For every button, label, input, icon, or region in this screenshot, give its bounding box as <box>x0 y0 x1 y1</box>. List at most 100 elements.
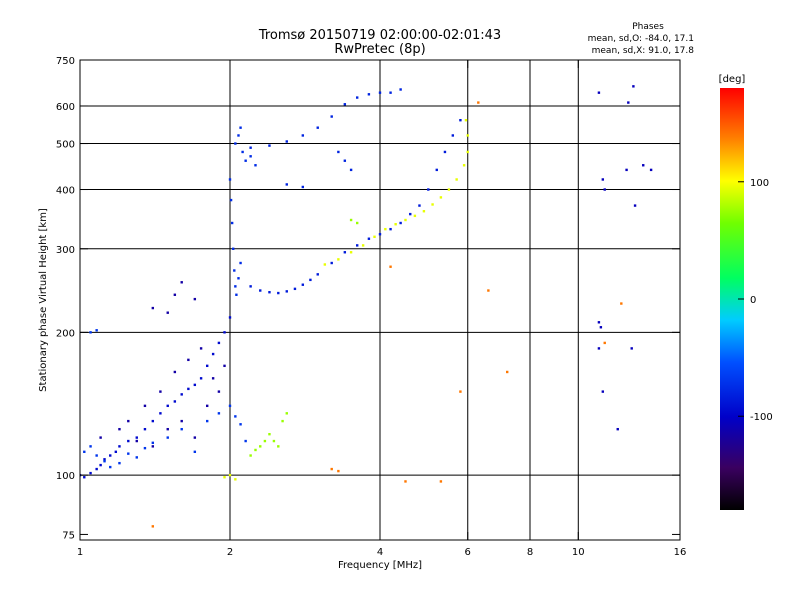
data-point <box>234 142 237 145</box>
data-point <box>361 244 365 247</box>
data-point <box>233 269 236 272</box>
data-point <box>180 419 183 423</box>
colorbar: [deg] 100 0 -100 <box>719 74 773 510</box>
data-point <box>603 341 606 345</box>
phases-o-stats: mean, sd,O: -84.0, 17.1 <box>588 34 694 44</box>
data-point <box>466 134 469 137</box>
data-point <box>223 364 226 368</box>
colorbar-ticks: 100 0 -100 <box>738 178 773 423</box>
data-point <box>89 445 92 448</box>
y-tick-label: 500 <box>56 140 75 151</box>
data-point <box>151 525 155 528</box>
x-tick-label: 16 <box>674 547 687 558</box>
data-point <box>627 101 630 104</box>
data-point <box>135 456 138 459</box>
data-point <box>151 419 155 423</box>
data-point <box>649 168 653 172</box>
data-point <box>632 85 635 88</box>
data-point <box>349 168 353 172</box>
data-point <box>180 281 183 284</box>
data-point <box>439 196 443 199</box>
data-point <box>95 454 98 457</box>
colorbar-label: [deg] <box>719 74 746 85</box>
data-point <box>293 287 297 291</box>
data-point <box>230 221 234 225</box>
data-point <box>205 419 209 423</box>
data-point <box>443 150 447 154</box>
data-point <box>135 439 138 443</box>
data-point <box>114 450 118 454</box>
data-point <box>103 458 106 461</box>
data-point <box>464 118 468 122</box>
data-point <box>217 390 221 393</box>
data-point <box>151 306 155 310</box>
colorbar-tick-label: 100 <box>750 178 769 189</box>
data-point <box>373 235 376 238</box>
data-point <box>337 150 340 154</box>
data-point <box>343 159 347 162</box>
data-point <box>254 164 257 167</box>
data-point <box>89 331 92 334</box>
data-point <box>127 419 130 423</box>
chart-subtitle: RwPretec (8p) <box>334 42 425 57</box>
data-point <box>459 118 462 122</box>
data-point <box>330 467 333 471</box>
data-point <box>413 214 417 218</box>
data-point <box>389 91 392 94</box>
data-point <box>394 223 397 226</box>
data-point <box>235 293 238 296</box>
data-point <box>229 198 233 202</box>
data-point <box>159 412 162 415</box>
data-point <box>455 178 458 181</box>
data-point <box>228 404 232 408</box>
data-point <box>459 390 462 393</box>
colorbar-tick-label: 0 <box>750 295 756 306</box>
data-point <box>228 473 232 477</box>
data-point <box>228 178 232 181</box>
data-point <box>193 383 197 387</box>
x-tick-label: 8 <box>527 547 533 558</box>
data-point <box>263 439 267 443</box>
data-point <box>285 140 288 143</box>
y-tick-label: 75 <box>62 530 75 541</box>
data-point <box>166 404 169 408</box>
data-point <box>389 265 392 268</box>
data-point <box>616 427 619 431</box>
data-point <box>151 445 155 448</box>
data-point <box>234 478 237 481</box>
data-point <box>83 476 86 479</box>
data-point <box>355 244 359 247</box>
data-point <box>232 247 235 250</box>
data-point <box>217 412 221 415</box>
data-point <box>409 212 412 216</box>
axis-ticks: 1 2 4 6 8 10 16 75 100 200 300 400 500 600 750 <box>56 56 686 558</box>
data-point <box>597 321 601 324</box>
data-point <box>239 423 242 426</box>
data-point <box>228 316 232 319</box>
data-point <box>193 450 197 454</box>
data-point <box>466 150 469 154</box>
data-point <box>193 436 197 439</box>
data-point <box>404 480 407 483</box>
data-point <box>462 164 466 167</box>
data-point <box>301 185 305 189</box>
data-point <box>217 341 221 345</box>
y-tick-label: 750 <box>56 56 75 67</box>
data-point <box>285 290 288 293</box>
data-point <box>199 347 203 350</box>
data-point <box>118 461 121 465</box>
data-point <box>337 469 340 473</box>
data-point <box>234 415 237 418</box>
data-point <box>603 188 606 191</box>
data-point <box>173 293 177 296</box>
data-point <box>99 436 102 439</box>
data-point <box>205 404 209 408</box>
phases-heading: Phases <box>632 22 664 32</box>
data-point <box>301 134 305 137</box>
data-point <box>601 178 605 181</box>
data-point <box>199 377 203 380</box>
data-point <box>399 88 402 91</box>
data-point <box>143 446 147 450</box>
data-point <box>193 297 197 301</box>
y-tick-label: 200 <box>56 328 75 339</box>
